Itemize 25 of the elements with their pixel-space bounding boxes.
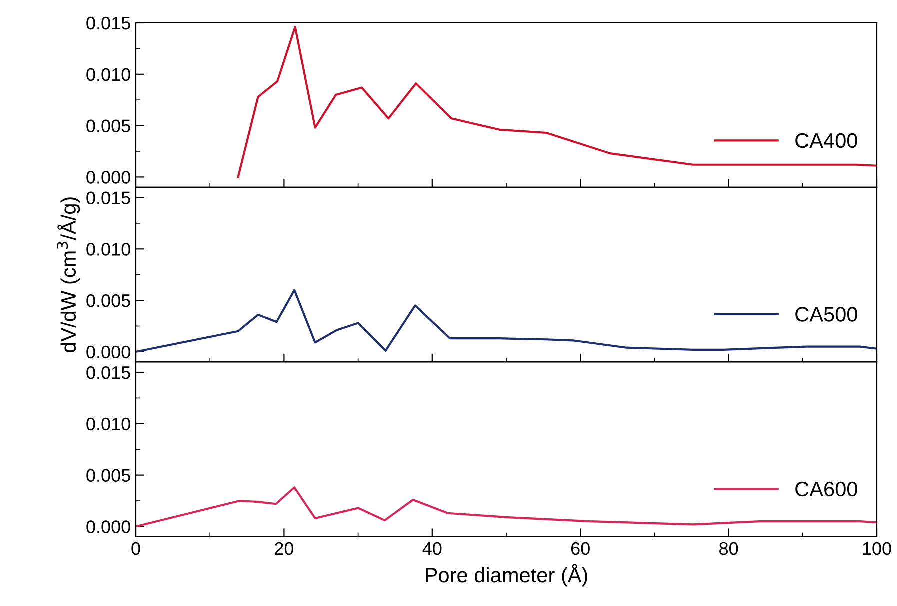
y-tick-label: 0.000	[86, 346, 130, 359]
x-tick-label: 80	[720, 542, 738, 556]
y-tick-label: 0.010	[86, 418, 130, 431]
y-tick-label: 0.015	[86, 366, 130, 380]
y-tick-label: 0.005	[86, 469, 130, 482]
legend-label: CA500	[796, 307, 858, 322]
y-axis-title: dV/dW (cm$^{3}$/Å/g)	[57, 198, 80, 353]
x-tick-label: 40	[422, 542, 442, 556]
x-tick-label: 20	[275, 542, 294, 556]
x-axis-title: Pore diameter (Å)	[426, 564, 588, 587]
y-tick-label: 0.010	[86, 68, 130, 82]
y-tick-label: 0.000	[86, 171, 130, 184]
legend-label: CA400	[796, 133, 858, 148]
x-tick-label: 100	[863, 542, 892, 556]
x-tick-label: 60	[571, 542, 590, 556]
y-tick-label: 0.015	[86, 192, 130, 204]
y-tick-label: 0.010	[86, 243, 130, 256]
x-tick-label: 0	[132, 542, 140, 556]
y-tick-label: 0.005	[86, 120, 130, 133]
y-tick-label: 0.000	[86, 520, 130, 534]
legend-label: CA600	[796, 482, 858, 497]
y-tick-label: 0.005	[86, 294, 130, 308]
y-tick-label: 0.015	[86, 16, 130, 30]
line-series	[136, 289, 877, 354]
line-series	[237, 26, 877, 178]
